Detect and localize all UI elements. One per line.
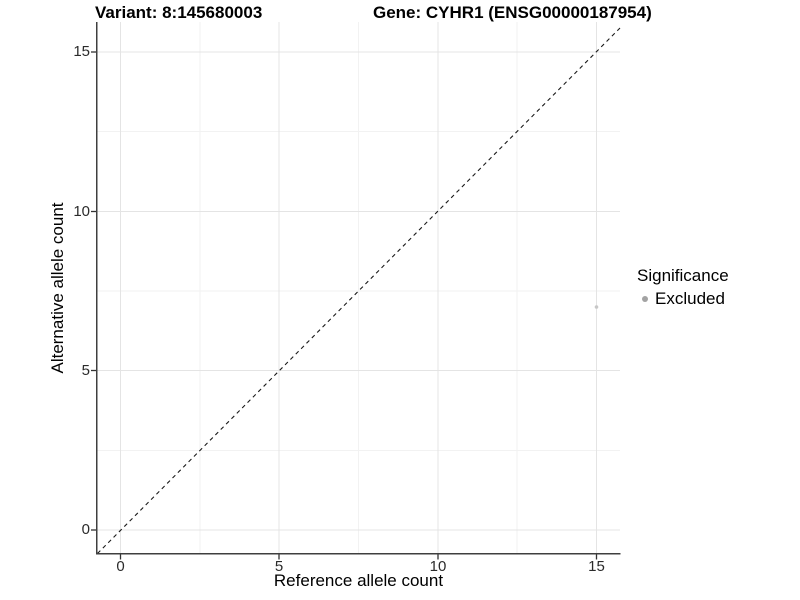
- x-tick-label-15: 15: [588, 558, 605, 575]
- legend: Significance Excluded: [637, 266, 729, 309]
- legend-item-label: Excluded: [655, 289, 725, 308]
- x-tick-label-0: 0: [116, 558, 125, 575]
- y-tick-label-0: 0: [81, 521, 90, 538]
- plot-title-gene: Gene: CYHR1 (ENSG00000187954): [373, 3, 652, 22]
- data-point: [594, 305, 599, 309]
- plot-title-variant: Variant: 8:145680003: [95, 3, 263, 22]
- y-tick-label-15: 15: [73, 43, 90, 60]
- x-tick-label-5: 5: [274, 558, 284, 575]
- major-gridlines: [97, 22, 620, 553]
- x-axis-label: Reference allele count: [273, 571, 444, 590]
- y-tick-label-10: 10: [73, 202, 90, 220]
- identity-line: [97, 27, 621, 554]
- legend-title: Significance: [637, 266, 729, 285]
- y-tick-label-5: 5: [81, 361, 90, 379]
- legend-item-excluded: Excluded: [637, 289, 729, 309]
- legend-key-dot-icon: [642, 296, 648, 302]
- x-tick-label-10: 10: [429, 558, 447, 575]
- axis-tick-marks: [91, 51, 598, 560]
- y-axis-label: Alternative allele count: [48, 202, 67, 374]
- minor-gridlines: [97, 22, 620, 553]
